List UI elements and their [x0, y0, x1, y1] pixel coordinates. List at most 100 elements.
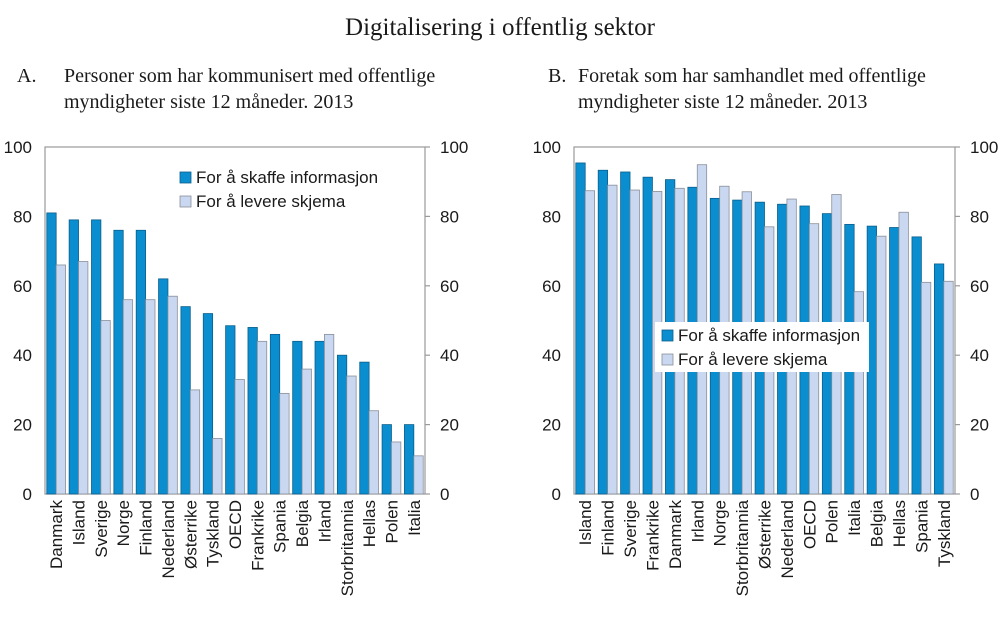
panel-a-bar-skaffe-informasjon	[381, 424, 392, 495]
panel-b-right-tick-label: 0	[970, 485, 979, 504]
panel-a-category-label: Danmark	[47, 500, 66, 569]
panel-b-plot: 0 0 20 20 40 40 60 60 80 80 100 100 Island Finland Sve…	[533, 138, 999, 596]
panel-a-letter: A.	[17, 65, 37, 87]
panel-a-bar-skaffe-informasjon	[158, 278, 169, 495]
panel-a-bar-levere-skjema	[78, 261, 89, 495]
panel-a-right-tick-label: 20	[440, 416, 459, 435]
panel-a-title-line-1: Personer som har kommunisert med offentl…	[64, 65, 436, 87]
panel-b-bar-skaffe-informasjon	[642, 176, 653, 495]
panel-a-category-label: Polen	[382, 500, 401, 543]
panel-a-category-label: Spania	[271, 499, 290, 552]
panel-a-bar-skaffe-informasjon	[135, 229, 146, 495]
panel-a-right-tick-label: 100	[440, 138, 468, 157]
panel-a-legend-swatch	[179, 171, 192, 184]
panel-a-legend-swatch	[179, 195, 192, 208]
panel-b-letter: B.	[548, 65, 567, 87]
panel-a-category-label: Hellas	[360, 500, 379, 547]
panel-b-legend-swatch	[661, 329, 674, 342]
panel-a-bar-skaffe-informasjon	[336, 354, 348, 495]
panel-a-right-tick-label: 60	[440, 277, 459, 296]
panel-b-category-label: Spania	[912, 499, 931, 552]
panel-a-bar-skaffe-informasjon	[225, 325, 236, 495]
panel-b-category-label: Nederland	[778, 500, 797, 578]
panel-b-title-line-2: myndigheter siste 12 måneder. 2013	[578, 91, 868, 113]
panel-b-bar-skaffe-informasjon	[597, 169, 609, 495]
panel-b-left-tick-label: 20	[542, 416, 561, 435]
panel-b-category-label: Storbritannia	[733, 499, 752, 596]
panel-a-bar-levere-skjema	[122, 299, 134, 495]
panel-b-category-label: OECD	[800, 500, 819, 549]
panel-a-bar-levere-skjema	[167, 295, 178, 495]
panel-b-category-label: Italia	[845, 499, 864, 535]
panel-b-category-label: Island	[576, 500, 595, 545]
panel-a-legend: For å skaffe informasjon For å levere skj…	[179, 168, 378, 211]
panel-b-category-label: Frankrike	[643, 500, 662, 571]
panel-b-right-tick-label: 20	[970, 416, 989, 435]
panel-b-bar-levere-skjema	[584, 190, 596, 495]
panel-b-left-tick-label: 40	[542, 346, 561, 365]
panel-a-right-tick-label: 80	[440, 207, 459, 226]
panel-a-left-tick-label: 0	[23, 485, 32, 504]
panel-b-category-label: Sverige	[621, 500, 640, 558]
panel-b-bar-skaffe-informasjon	[889, 227, 900, 495]
panel-b-category-label: Finland	[599, 500, 618, 556]
panel-b-bar-levere-skjema	[629, 189, 640, 495]
panel-b-bar-levere-skjema	[898, 211, 909, 495]
panel-a-legend-label: For å skaffe informasjon	[196, 168, 378, 187]
panel-a-bar-skaffe-informasjon	[68, 219, 79, 495]
panel-a-category-label: Tyskland	[204, 500, 223, 567]
panel-a-category-label: Storbritannia	[338, 499, 357, 596]
panel-b-bar-skaffe-informasjon	[575, 162, 586, 495]
panel-b-bar-levere-skjema	[943, 280, 954, 495]
panel-a-bar-skaffe-informasjon	[314, 340, 325, 495]
panel-b-bar-skaffe-informasjon	[933, 263, 945, 495]
panel-b-bar-skaffe-informasjon	[620, 171, 631, 495]
panel-a-bar-levere-skjema	[212, 438, 223, 495]
panel-a-category-label: Østerrike	[181, 500, 200, 569]
panel-b-legend-label: For å skaffe informasjon	[678, 326, 860, 345]
panel-b-legend-box	[655, 322, 869, 372]
panel-a-bar-levere-skjema	[368, 410, 379, 495]
panel-a-bar-levere-skjema	[413, 455, 424, 495]
panel-a-right-tick-label: 0	[440, 485, 449, 504]
panel-a-category-label: OECD	[226, 500, 245, 549]
panel-b-bar-levere-skjema	[920, 281, 932, 495]
panel-a-category-label: Italia	[405, 499, 424, 535]
panel-a-left-tick-label: 20	[13, 416, 32, 435]
panel-b-left-tick-label: 60	[542, 277, 561, 296]
panel-a-plot: 0 0 20 20 40 40 60 60 80 80 100 100 Danmark Island Sve…	[4, 138, 469, 596]
panel-a-bar-levere-skjema	[324, 333, 335, 495]
panel-a-bar-skaffe-informasjon	[180, 306, 191, 495]
panel-a-title-line-2: myndigheter siste 12 måneder. 2013	[64, 91, 354, 113]
panel-a-category-label: Finland	[137, 500, 156, 556]
panel-a-category-label: Nederland	[159, 500, 178, 578]
panel-b-category-label: Tyskland	[935, 500, 954, 567]
panel-b-category-label: Polen	[823, 500, 842, 543]
panel-b-right-tick-label: 80	[970, 207, 989, 226]
panel-a-category-label: Irland	[315, 500, 334, 543]
panel-a-bar-skaffe-informasjon	[46, 212, 57, 495]
panel-a-bar-skaffe-informasjon	[292, 340, 303, 495]
panel-b-bar-levere-skjema	[607, 184, 618, 495]
panel-a-bar-levere-skjema	[100, 320, 111, 495]
panel-a-bar-skaffe-informasjon	[247, 327, 258, 495]
panel-b-right-tick-label: 40	[970, 346, 989, 365]
panel-a-bar-skaffe-informasjon	[269, 333, 281, 495]
panel-b-left-tick-label: 0	[552, 485, 561, 504]
panel-b-left-tick-label: 80	[542, 207, 561, 226]
panel-a-bar-levere-skjema	[256, 340, 268, 495]
panel-b-category-label: Hellas	[890, 500, 909, 547]
panel-a-left-tick-label: 60	[13, 277, 32, 296]
panel-a-bar-skaffe-informasjon	[113, 229, 124, 495]
panel-a-bar-levere-skjema	[301, 368, 312, 495]
panel-b-bar-levere-skjema	[876, 235, 887, 495]
panel-a-bar-levere-skjema	[234, 379, 245, 495]
panel-a-bar-levere-skjema	[346, 375, 357, 495]
panel-a-left-tick-label: 100	[4, 138, 32, 157]
panel-b-legend-label: For å levere skjema	[678, 350, 828, 369]
panel-a-right-tick-label: 40	[440, 346, 459, 365]
panel-a-bar-levere-skjema	[55, 264, 66, 495]
panel-a-bar-levere-skjema	[279, 392, 290, 495]
panel-b-category-label: Belgia	[868, 499, 887, 547]
